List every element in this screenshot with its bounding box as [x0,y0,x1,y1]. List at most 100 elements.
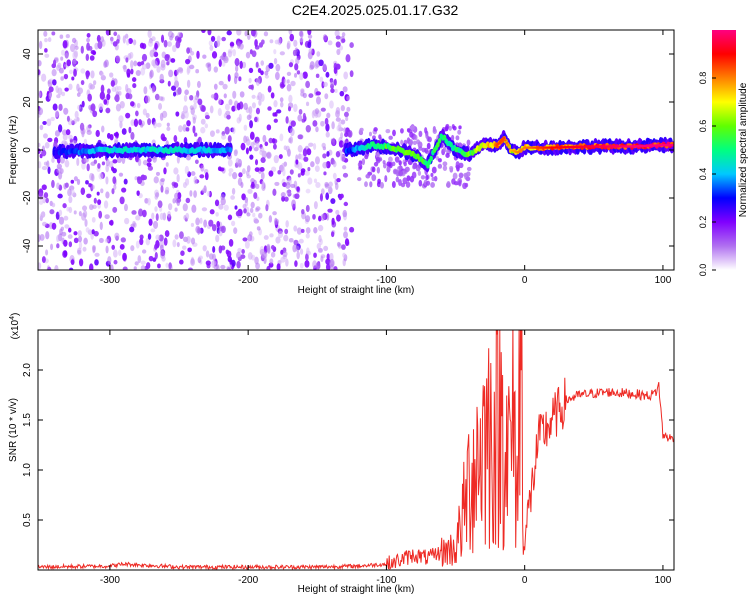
heatmap-speck [147,165,153,171]
heatmap-speck [189,190,193,197]
heatmap-speck [313,252,317,258]
heatmap-speck [179,231,184,240]
heatmap-speck [89,204,94,211]
heatmap-speck [290,120,296,127]
heatmap-speck [51,222,57,230]
heatmap-speck [149,69,154,78]
heatmap-speck [316,243,322,250]
heatmap-speck [322,63,327,72]
heatmap-speck [218,245,223,254]
heatmap-speck [114,232,120,240]
heatmap-speck [159,73,164,82]
heatmap-speck [346,95,351,101]
heatmap-speck [205,115,210,120]
heatmap-speck [200,118,206,125]
heatmap-speck [323,171,327,176]
heatmap-speck [241,249,245,255]
heatmap-speck [182,245,187,250]
y-tick-label: 0 [22,147,33,153]
heatmap-speck [249,131,255,141]
heatmap-speck [204,172,209,181]
heatmap-speck [193,102,197,110]
heatmap-speck [218,59,222,68]
top-x-axis-label: Height of straight line (km) [298,285,415,296]
heatmap-speck [42,120,47,125]
heatmap-speck [47,137,53,143]
heatmap-speck [236,102,241,111]
bottom-y-ticks: 0.5 1.0 1.5 2.0 [22,363,674,527]
heatmap-speck [271,166,277,173]
heatmap-speck [153,121,157,129]
heatmap-speck [38,161,42,169]
heatmap-speck [361,158,366,166]
heatmap-speck [90,103,96,112]
heatmap-speck [307,177,313,185]
heatmap-speck [220,264,226,270]
heatmap-speck [438,158,442,163]
y-tick-label: 40 [22,48,33,60]
heatmap-speck [39,233,45,241]
heatmap-speck [52,79,57,86]
heatmap-speck [52,103,58,111]
x-tick-label: -300 [100,275,120,286]
heatmap-speck [133,118,139,127]
heatmap-speck [254,256,259,265]
heatmap-speck [41,184,47,191]
heatmap-speck [251,181,255,188]
heatmap-speck [161,256,166,262]
heatmap-speck [38,69,41,76]
heatmap-speck [368,131,372,137]
y-tick-label: 0.5 [22,513,33,527]
heatmap-speck [47,266,52,270]
heatmap-speck [92,110,98,118]
heatmap-speck [63,73,69,80]
heatmap-speck [455,135,460,141]
heatmap-speck [101,161,106,166]
heatmap-speck [56,94,61,99]
heatmap-cell [503,139,507,142]
heatmap-speck [285,116,289,124]
heatmap-speck [59,34,64,39]
heatmap-speck [205,260,211,266]
heatmap-speck [160,133,166,141]
heatmap-speck [56,167,62,174]
y-tick-label: 1.5 [22,413,33,427]
heatmap-speck [248,145,252,152]
heatmap-speck [232,48,237,57]
heatmap-speck [243,102,248,111]
heatmap-speck [135,69,141,76]
heatmap-speck [93,159,98,164]
heatmap-speck [62,40,68,49]
heatmap-speck [86,33,91,38]
heatmap-speck [185,58,191,65]
heatmap-speck [279,51,285,56]
heatmap-speck [51,68,57,77]
heatmap-speck [280,249,284,255]
heatmap-speck [281,195,286,202]
heatmap-speck [215,234,220,243]
heatmap-speck [194,159,199,165]
heatmap-speck [80,80,85,86]
heatmap-speck [127,53,132,60]
heatmap-speck [196,50,200,59]
heatmap-speck [60,56,64,61]
heatmap-speck [163,237,168,246]
heatmap-speck [38,142,41,148]
heatmap-speck [233,227,238,235]
heatmap-speck [133,266,137,270]
heatmap-speck [335,117,341,122]
heatmap-speck [205,250,210,258]
heatmap-speck [255,206,261,211]
heatmap-speck [382,160,386,165]
heatmap-speck [64,52,69,59]
heatmap-speck [174,207,178,212]
heatmap-speck [43,133,48,139]
heatmap-speck [86,163,90,172]
heatmap-speck [63,239,68,247]
heatmap-speck [104,238,109,243]
heatmap-speck [273,143,277,150]
heatmap-speck [288,62,294,68]
heatmap-speck [227,50,233,58]
heatmap-speck [73,210,77,215]
heatmap-speck [321,142,326,149]
